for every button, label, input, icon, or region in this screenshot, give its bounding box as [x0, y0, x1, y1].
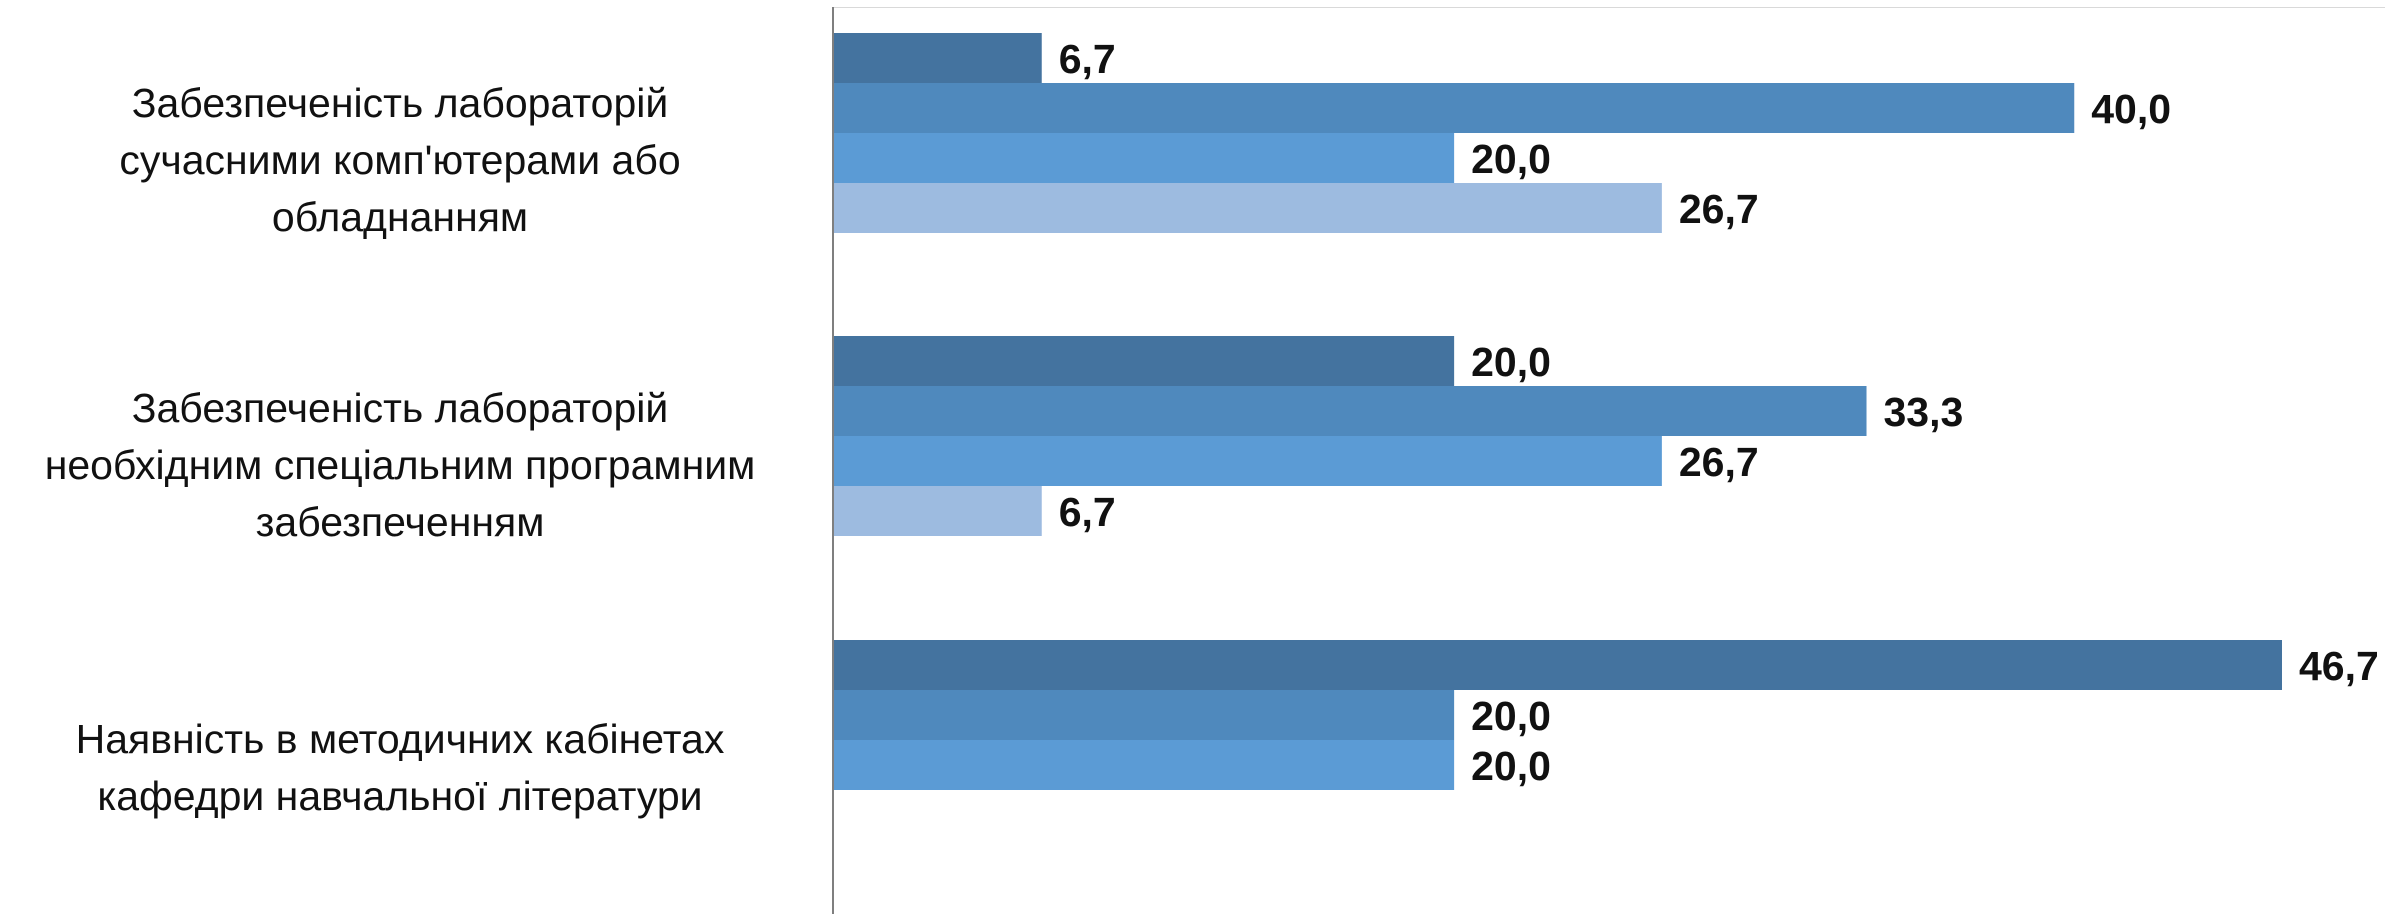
data-label-1-2: 40,0	[2091, 86, 2171, 132]
category-label-line: кафедри навчальної літератури	[97, 773, 703, 819]
bar-1-1	[834, 33, 1042, 83]
data-label-1-4: 26,7	[1679, 186, 1759, 232]
plot-area	[832, 7, 2385, 915]
data-label-1-1: 6,7	[1059, 36, 1116, 82]
category-label-line: сучасними комп'ютерами або	[119, 137, 681, 183]
data-label-3-1: 46,7	[2299, 643, 2379, 689]
data-label-3-3: 20,0	[1471, 743, 1551, 789]
category-label-literature: Наявність в методичних кабінетах кафедри…	[0, 711, 800, 825]
bar-2-1	[834, 336, 1455, 386]
data-label-2-1: 20,0	[1471, 339, 1551, 385]
bar-3-2	[834, 690, 1455, 740]
bar-1-4	[834, 183, 1662, 233]
category-label-line: Забезпеченість лабораторій	[131, 80, 669, 126]
bar-2-4	[834, 486, 1042, 536]
category-label-line: забезпеченням	[255, 499, 545, 545]
bar-1-3	[834, 133, 1455, 183]
bar-2-2	[834, 386, 1867, 436]
bar-3-1	[834, 640, 2282, 690]
category-label-line: обладнанням	[271, 194, 529, 240]
data-label-1-3: 20,0	[1471, 136, 1551, 182]
category-axis	[832, 7, 834, 914]
data-label-2-2: 33,3	[1884, 389, 1964, 435]
bar-3-3	[834, 740, 1455, 790]
category-label-software: Забезпеченість лабораторій необхідним сп…	[0, 380, 800, 551]
category-label-computers: Забезпеченість лабораторій сучасними ком…	[0, 75, 800, 246]
bar-1-2	[834, 83, 2075, 133]
bar-2-3	[834, 436, 1662, 486]
data-label-3-2: 20,0	[1471, 693, 1551, 739]
data-label-2-3: 26,7	[1679, 439, 1759, 485]
category-label-line: необхідним спеціальним програмним	[44, 442, 756, 488]
data-label-2-4: 6,7	[1059, 489, 1116, 535]
category-label-line: Наявність в методичних кабінетах	[75, 716, 725, 762]
category-label-line: Забезпеченість лабораторій	[131, 385, 669, 431]
